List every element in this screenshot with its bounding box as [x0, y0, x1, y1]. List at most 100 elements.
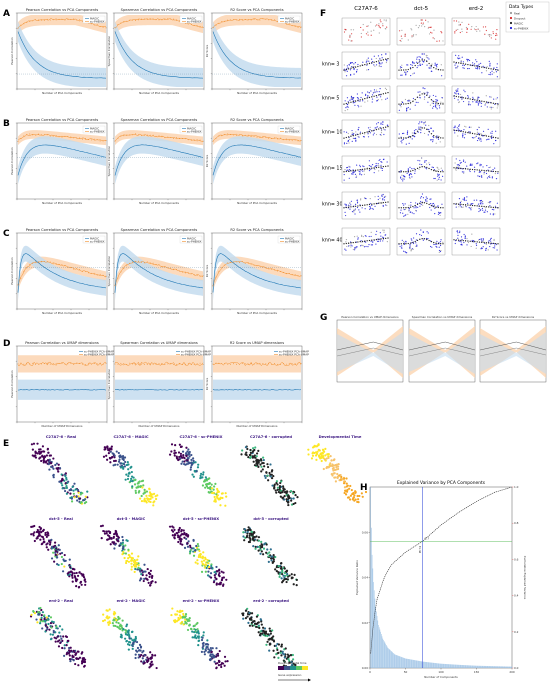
umap-point — [51, 633, 55, 636]
scatter-point — [372, 92, 374, 94]
scatter-point — [455, 92, 457, 94]
scatter-point — [419, 197, 422, 199]
legend-dev-label: Developmental time — [278, 661, 307, 665]
scatter-point — [491, 130, 493, 132]
umap-point — [100, 536, 103, 540]
orange-marker — [230, 262, 232, 263]
scatter-point — [349, 36, 351, 38]
orange-marker — [190, 273, 192, 275]
scatter-cell-0-1 — [396, 17, 446, 46]
umap-2-0: erd-2 - Real — [29, 599, 87, 668]
umap-point — [244, 531, 247, 534]
legend-frame — [277, 235, 301, 244]
umap-point — [347, 496, 350, 499]
scatter-point — [352, 173, 354, 175]
umap-point — [282, 659, 285, 662]
scatter-point — [399, 177, 402, 179]
umap-point — [191, 636, 194, 639]
umap-point — [60, 473, 63, 476]
umap-point — [337, 467, 340, 471]
scatter-point — [492, 213, 494, 215]
magic-point — [483, 134, 485, 137]
scatter-point — [423, 123, 425, 125]
scatter-point — [485, 172, 488, 175]
magic-point — [467, 240, 469, 242]
scatter-point — [432, 107, 434, 109]
umap-point — [73, 496, 76, 499]
orange-marker — [291, 25, 293, 27]
scatter-point — [471, 233, 473, 235]
series-line-1 — [408, 341, 476, 351]
scatter-point — [436, 104, 438, 106]
scatter-point — [485, 243, 487, 245]
umap-point — [115, 534, 118, 537]
magic-point — [407, 68, 409, 71]
umap-point — [221, 584, 225, 587]
magic-point — [433, 134, 435, 137]
magic-point — [378, 166, 380, 168]
umap-point — [257, 621, 260, 624]
scatter-point — [364, 208, 366, 210]
scatter-point — [482, 203, 484, 205]
legend-phenix: sc-PHENIX — [187, 20, 201, 24]
umap-point — [261, 462, 264, 465]
umap-point — [274, 555, 277, 559]
umap-point — [206, 574, 210, 577]
magic-point — [469, 98, 471, 100]
umap-point — [176, 534, 180, 537]
umap-point — [323, 458, 327, 461]
umap-point — [50, 538, 53, 542]
scatter-point — [419, 91, 421, 93]
series-line-1 — [479, 341, 547, 351]
scatter-point — [382, 25, 384, 27]
scatter-point — [466, 237, 468, 240]
scatter-point — [371, 204, 373, 206]
scatter-point — [429, 139, 432, 141]
umap-point — [144, 570, 147, 573]
blue-confidence-band — [213, 21, 301, 88]
variance-bar — [417, 660, 419, 668]
umap-point — [322, 467, 325, 471]
umap-point — [46, 627, 49, 631]
magic-point — [382, 166, 385, 168]
umap-point — [185, 618, 188, 621]
umap-point — [34, 456, 38, 459]
umap-point — [210, 483, 213, 486]
scatter-point — [489, 166, 491, 168]
blue-confidence-band — [18, 245, 106, 301]
umap-point — [108, 620, 111, 623]
scatter-point — [455, 20, 458, 22]
scatter-point — [495, 38, 497, 40]
orange-marker — [158, 264, 160, 266]
umap-point — [184, 613, 188, 616]
scatter-point — [383, 229, 385, 231]
umap-point — [267, 479, 270, 482]
scatter-point — [455, 93, 457, 95]
scatter-point — [429, 198, 431, 200]
variance-bar — [432, 662, 434, 668]
scatter-point — [380, 161, 382, 163]
scatter-point — [408, 209, 410, 211]
orange-marker — [224, 363, 226, 364]
scatter-point — [367, 136, 370, 138]
umap-point — [293, 573, 296, 576]
scatter-point — [381, 54, 383, 56]
umap-point — [281, 571, 284, 574]
scatter-point — [363, 173, 365, 175]
magic-point — [462, 239, 464, 242]
blue-series-line — [17, 144, 107, 176]
umap-point — [144, 577, 148, 580]
scatter-point — [344, 203, 346, 205]
scatter-point — [363, 133, 366, 135]
umap-point — [77, 664, 80, 667]
panel-label-e: E — [3, 439, 9, 449]
umap-point — [143, 491, 147, 494]
umap-point — [197, 555, 200, 559]
umap-point — [218, 660, 221, 664]
umap-point — [250, 533, 254, 537]
scatter-point — [490, 34, 492, 36]
umap-point — [290, 661, 293, 664]
variance-bar — [483, 665, 485, 668]
scatter-point — [480, 175, 483, 177]
scatter-point — [479, 163, 481, 165]
